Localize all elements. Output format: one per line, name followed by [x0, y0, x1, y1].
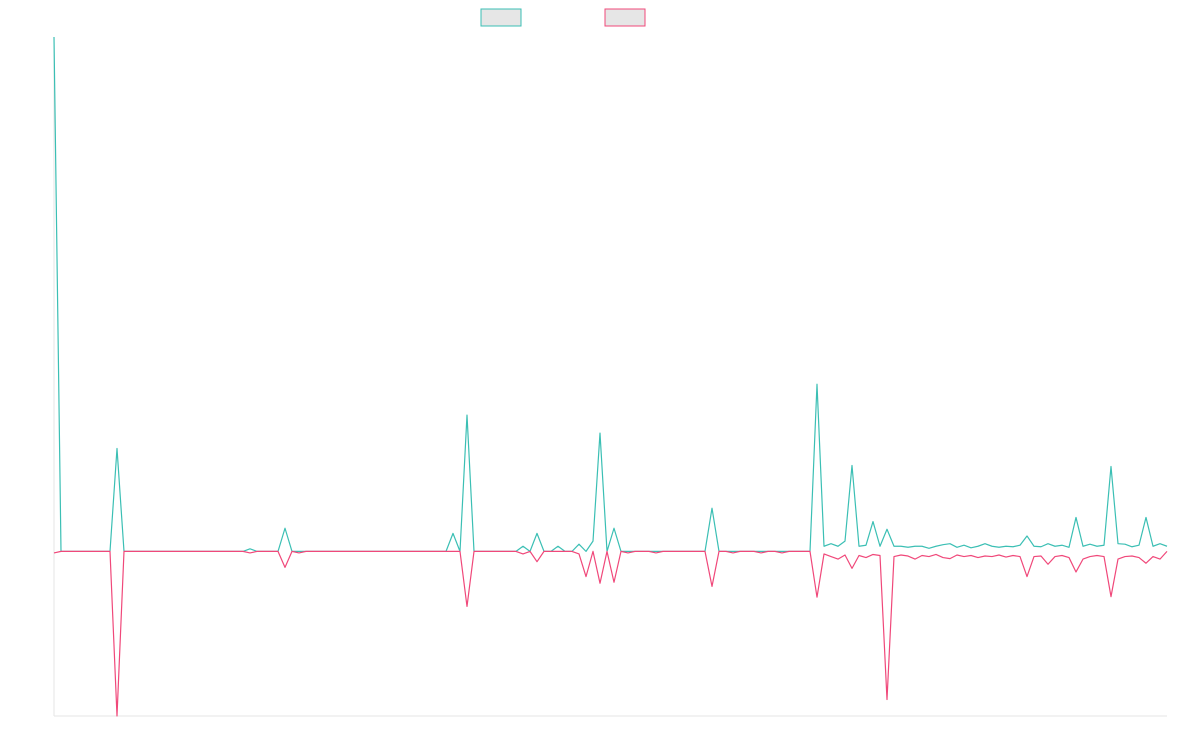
legend-swatch[interactable] [480, 8, 522, 27]
legend-swatch[interactable] [604, 8, 646, 27]
series-line [53, 36, 1168, 552]
series-line [53, 550, 1168, 717]
